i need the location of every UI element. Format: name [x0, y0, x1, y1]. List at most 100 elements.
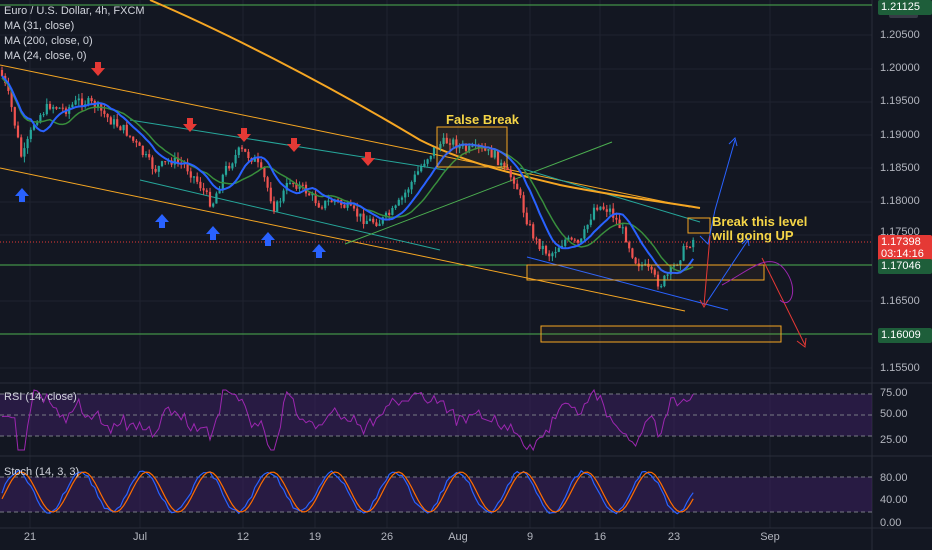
false-break-label[interactable]: False Break [446, 112, 519, 127]
target-zone-box[interactable] [540, 325, 782, 343]
recent-channel-upper[interactable] [519, 167, 701, 223]
sell-signal-arrow-icon[interactable] [237, 128, 251, 142]
price-axis-label: 1.20500 [880, 29, 920, 41]
candle-body [589, 219, 592, 225]
projection-up-arrow[interactable] [699, 137, 750, 306]
sell-signal-arrow-icon[interactable] [183, 118, 197, 132]
candlesticks[interactable] [0, 66, 695, 290]
rsi-line[interactable] [1, 388, 694, 452]
candle-body [7, 83, 10, 91]
candle-body [493, 150, 496, 158]
candle-body [660, 286, 663, 288]
time-axis-label: 26 [380, 531, 394, 543]
candle-body [279, 201, 282, 203]
sell-signal-arrow-icon[interactable] [361, 152, 375, 166]
breakout-label-line2: will going UP [712, 228, 794, 243]
ma31-legend[interactable]: MA (31, close) [4, 20, 75, 32]
candle-body [52, 107, 55, 109]
level-tag-116009[interactable]: 1.16009 [878, 328, 932, 343]
candle-body [196, 176, 199, 182]
channel-lower-line[interactable] [0, 167, 686, 312]
sell-signal-arrow-icon[interactable] [287, 138, 301, 152]
candle-body [151, 157, 154, 169]
buy-signal-arrow-icon[interactable] [155, 214, 169, 228]
top-level-tag[interactable]: 1.21125 [878, 0, 932, 15]
candle-body [173, 157, 176, 165]
candle-body [74, 100, 77, 105]
rsi-legend[interactable]: RSI (14, close) [4, 391, 77, 403]
ma200-line[interactable] [149, 0, 701, 209]
candle-body [407, 189, 410, 193]
stoch-legend[interactable]: Stoch (14, 3, 3) [4, 466, 80, 478]
candle-body [461, 145, 464, 147]
candle-body [631, 248, 634, 258]
inner-channel-lower[interactable] [139, 179, 441, 251]
candle-body [292, 182, 295, 184]
candle-body [512, 177, 516, 184]
candle-body [128, 135, 132, 137]
ma200-legend[interactable]: MA (200, close, 0) [4, 35, 93, 47]
sell-signal-arrow-icon[interactable] [91, 62, 105, 76]
candle-body [452, 139, 455, 145]
projection-curve[interactable] [721, 261, 794, 303]
candle-body [45, 103, 48, 115]
candle-body [468, 145, 471, 151]
level-tag-117046[interactable]: 1.17046 [878, 259, 932, 274]
candle-body [644, 263, 647, 266]
buy-signal-arrow-icon[interactable] [206, 226, 220, 240]
candle-body [141, 145, 144, 155]
candle-body [349, 203, 352, 206]
candle-body [596, 207, 599, 210]
candle-body [285, 182, 288, 191]
candle-body [564, 239, 567, 246]
candle-body [576, 239, 580, 243]
projection-down-arrow[interactable] [699, 235, 807, 348]
inner-channel-upper[interactable] [129, 119, 446, 171]
stoch-k-line[interactable] [1, 469, 694, 515]
false-break-box[interactable] [436, 126, 508, 168]
candle-body [413, 174, 416, 182]
candle-body [442, 137, 445, 144]
breakout-label[interactable]: Break this level will going UP [712, 215, 807, 243]
ma24-legend[interactable]: MA (24, close, 0) [4, 50, 87, 62]
candle-body [272, 201, 276, 212]
candle-body [375, 222, 378, 227]
breakout-box[interactable] [687, 217, 711, 234]
stoch-d-line[interactable] [1, 471, 694, 513]
current-price-tag[interactable]: 1.17398 03:14:16 [878, 235, 932, 261]
candle-body [583, 229, 586, 239]
candle-body [400, 197, 404, 200]
buy-signal-arrow-icon[interactable] [261, 232, 275, 246]
candle-body [314, 193, 317, 204]
candle-body [410, 181, 413, 190]
candle-body [535, 238, 538, 240]
channel-upper-line[interactable] [0, 64, 691, 208]
buy-signal-arrow-icon[interactable] [312, 244, 326, 258]
ma31-line[interactable] [1, 75, 695, 275]
buy-signal-arrow-icon[interactable] [15, 188, 29, 202]
candle-body [487, 149, 490, 151]
candle-body [384, 212, 388, 218]
candle-body [608, 208, 612, 212]
candle-body [135, 140, 138, 143]
support-zone-box[interactable] [526, 264, 765, 281]
chart-legend[interactable]: Euro / U.S. Dollar, 4h, FXCM MA (31, clo… [4, 4, 145, 64]
candle-body [503, 162, 506, 168]
candle-body [532, 224, 535, 239]
trend-line-green[interactable] [344, 141, 613, 245]
candle-body [388, 212, 391, 215]
candle-body [317, 203, 320, 208]
candle-body [669, 266, 672, 275]
recent-channel-lower[interactable] [526, 256, 729, 311]
candle-body [359, 213, 362, 217]
candle-body [308, 193, 311, 196]
candle-body [525, 212, 528, 225]
candle-body [490, 149, 493, 158]
candle-body [365, 220, 368, 225]
candle-body [244, 148, 247, 152]
candle-body [282, 190, 285, 202]
symbol-title[interactable]: Euro / U.S. Dollar, 4h, FXCM [4, 5, 145, 17]
candle-body [228, 165, 231, 169]
candle-body [160, 161, 164, 167]
